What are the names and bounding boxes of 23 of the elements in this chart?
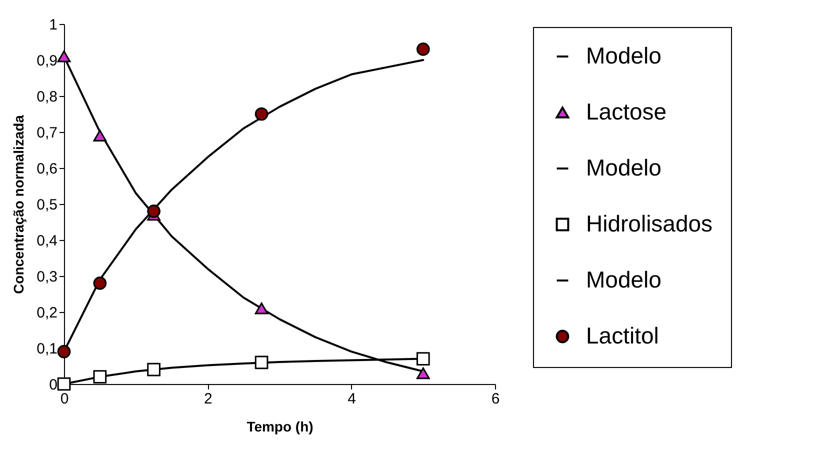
y-tick-label: 1 (49, 16, 58, 34)
y-tick-label: 0,8 (36, 88, 58, 106)
x-tick-label: 0 (60, 390, 69, 408)
y-tick-label: 0,3 (36, 268, 58, 286)
y-tick-label: 0,4 (36, 232, 58, 250)
y-tick-label: 0,7 (36, 124, 58, 142)
x-axis-title: Tempo (h) (246, 418, 314, 434)
legend-label: Modelo (586, 154, 662, 180)
y-axis-title: Concentração normalizada (10, 114, 27, 294)
legend-label: Lactitol (586, 322, 659, 348)
x-tick-label: 4 (348, 390, 356, 408)
legend-label: Modelo (586, 42, 662, 68)
x-tick-label: 2 (204, 390, 212, 408)
legend-label: Modelo (586, 266, 662, 292)
y-tick-label: 0,5 (36, 196, 58, 214)
y-tick-label: 0,9 (36, 52, 58, 70)
legend-label: Hidrolisados (586, 210, 713, 236)
x-tick-label: 6 (491, 390, 500, 408)
y-tick-label: 0,6 (36, 160, 58, 178)
y-tick-label: 0,1 (36, 340, 58, 358)
legend-label: Lactose (586, 98, 667, 124)
y-tick-label: 0,2 (36, 304, 58, 322)
y-tick-label: 0 (49, 376, 58, 394)
